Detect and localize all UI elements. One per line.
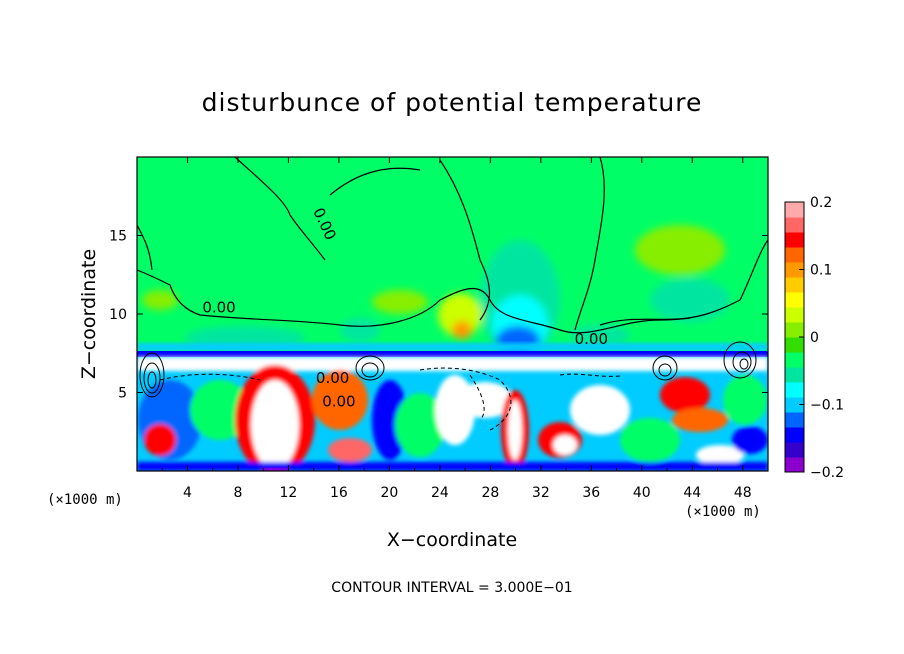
x-tick-label: 8 — [233, 485, 242, 501]
colorbar-swatch — [785, 352, 804, 368]
lower-features — [137, 357, 768, 471]
x-tick-label: 16 — [330, 485, 348, 501]
colorbar-swatch — [785, 247, 804, 263]
colorbar-swatch — [785, 382, 804, 398]
x-tick-label: 4 — [183, 485, 192, 501]
colorbar-tick-label: −0.1 — [810, 398, 844, 414]
colorbar-swatch — [785, 412, 804, 428]
y-tick-label: 10 — [109, 307, 127, 323]
colorbar-swatch — [785, 292, 804, 308]
contour-lines — [137, 157, 768, 334]
x-tick-label: 48 — [734, 485, 752, 501]
colorbar-swatch — [785, 367, 804, 383]
contour-label: 0.00 — [322, 393, 355, 411]
colorbar-ticks: 0.2 0.1 0 −0.1 −0.2 — [799, 195, 844, 481]
x-unit-left: (×1000 m) — [47, 492, 123, 508]
colorbar-tick-label: 0.2 — [810, 195, 832, 211]
x-tick-label: 32 — [532, 485, 550, 501]
colorbar-swatch — [785, 427, 804, 443]
x-unit-right: (×1000 m) — [685, 504, 761, 520]
y-axis-ticks: 5 10 15 — [109, 229, 768, 402]
x-tick-label: 24 — [431, 485, 449, 501]
negative-contours — [159, 367, 621, 431]
colorbar-swatch — [785, 337, 804, 353]
x-tick-label: 20 — [380, 485, 398, 501]
x-axis-ticks: 4 8 12 16 20 24 28 32 36 40 44 48 — [161, 157, 752, 501]
colorbar-swatch — [785, 322, 804, 338]
y-axis-label: Z−coordinate — [78, 249, 100, 379]
colorbar-tick-label: 0 — [810, 330, 819, 346]
y-tick-label: 15 — [109, 229, 127, 245]
colorbar-swatch — [785, 397, 804, 413]
contour-label: 0.00 — [316, 369, 349, 387]
contour-label: 0.00 — [202, 298, 235, 316]
colorbar-swatch — [785, 202, 804, 218]
plot-area — [137, 157, 768, 471]
colorbar-swatch — [785, 232, 804, 248]
y-tick-label: 5 — [118, 386, 127, 402]
colorbar-tick-label: −0.2 — [810, 465, 844, 481]
colorbar — [785, 202, 804, 473]
x-tick-label: 40 — [633, 485, 651, 501]
chart-title: disturbunce of potential temperature — [202, 88, 703, 117]
x-tick-label: 12 — [280, 485, 298, 501]
colorbar-swatch — [785, 442, 804, 458]
x-axis-label: X−coordinate — [387, 529, 517, 551]
colorbar-swatch — [785, 277, 804, 293]
colorbar-tick-label: 0.1 — [810, 263, 832, 279]
colorbar-swatch — [785, 262, 804, 278]
colorbar-swatch — [785, 457, 804, 473]
x-tick-label: 36 — [582, 485, 600, 501]
x-tick-label: 44 — [683, 485, 701, 501]
contour-interval-note: CONTOUR INTERVAL = 3.000E−01 — [331, 580, 572, 596]
x-tick-label: 28 — [481, 485, 499, 501]
colorbar-swatch — [785, 217, 804, 233]
contour-clusters — [139, 341, 757, 398]
colorbar-swatch — [785, 307, 804, 323]
contour-label: 0.00 — [575, 330, 608, 348]
